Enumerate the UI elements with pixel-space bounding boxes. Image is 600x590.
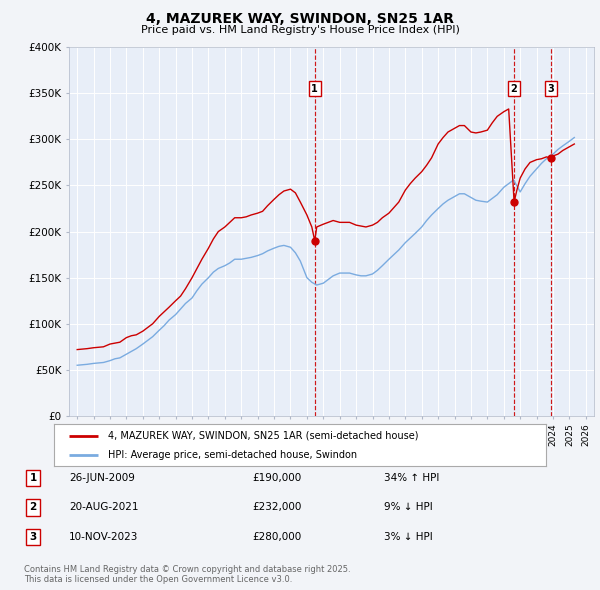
Text: Price paid vs. HM Land Registry's House Price Index (HPI): Price paid vs. HM Land Registry's House … — [140, 25, 460, 35]
Text: 34% ↑ HPI: 34% ↑ HPI — [384, 473, 439, 483]
Text: 9% ↓ HPI: 9% ↓ HPI — [384, 503, 433, 512]
Text: 3: 3 — [547, 84, 554, 94]
Text: 2: 2 — [29, 503, 37, 512]
Text: 4, MAZUREK WAY, SWINDON, SN25 1AR (semi-detached house): 4, MAZUREK WAY, SWINDON, SN25 1AR (semi-… — [108, 431, 419, 441]
Text: £280,000: £280,000 — [252, 532, 301, 542]
Text: 4, MAZUREK WAY, SWINDON, SN25 1AR: 4, MAZUREK WAY, SWINDON, SN25 1AR — [146, 12, 454, 26]
Text: 2: 2 — [511, 84, 517, 94]
Text: £232,000: £232,000 — [252, 503, 301, 512]
Text: 3% ↓ HPI: 3% ↓ HPI — [384, 532, 433, 542]
Text: Contains HM Land Registry data © Crown copyright and database right 2025.
This d: Contains HM Land Registry data © Crown c… — [24, 565, 350, 584]
Text: 1: 1 — [29, 473, 37, 483]
Text: 26-JUN-2009: 26-JUN-2009 — [69, 473, 135, 483]
Text: HPI: Average price, semi-detached house, Swindon: HPI: Average price, semi-detached house,… — [108, 451, 357, 460]
Text: £190,000: £190,000 — [252, 473, 301, 483]
Text: 3: 3 — [29, 532, 37, 542]
Text: 20-AUG-2021: 20-AUG-2021 — [69, 503, 139, 512]
Text: 1: 1 — [311, 84, 318, 94]
Text: 10-NOV-2023: 10-NOV-2023 — [69, 532, 139, 542]
